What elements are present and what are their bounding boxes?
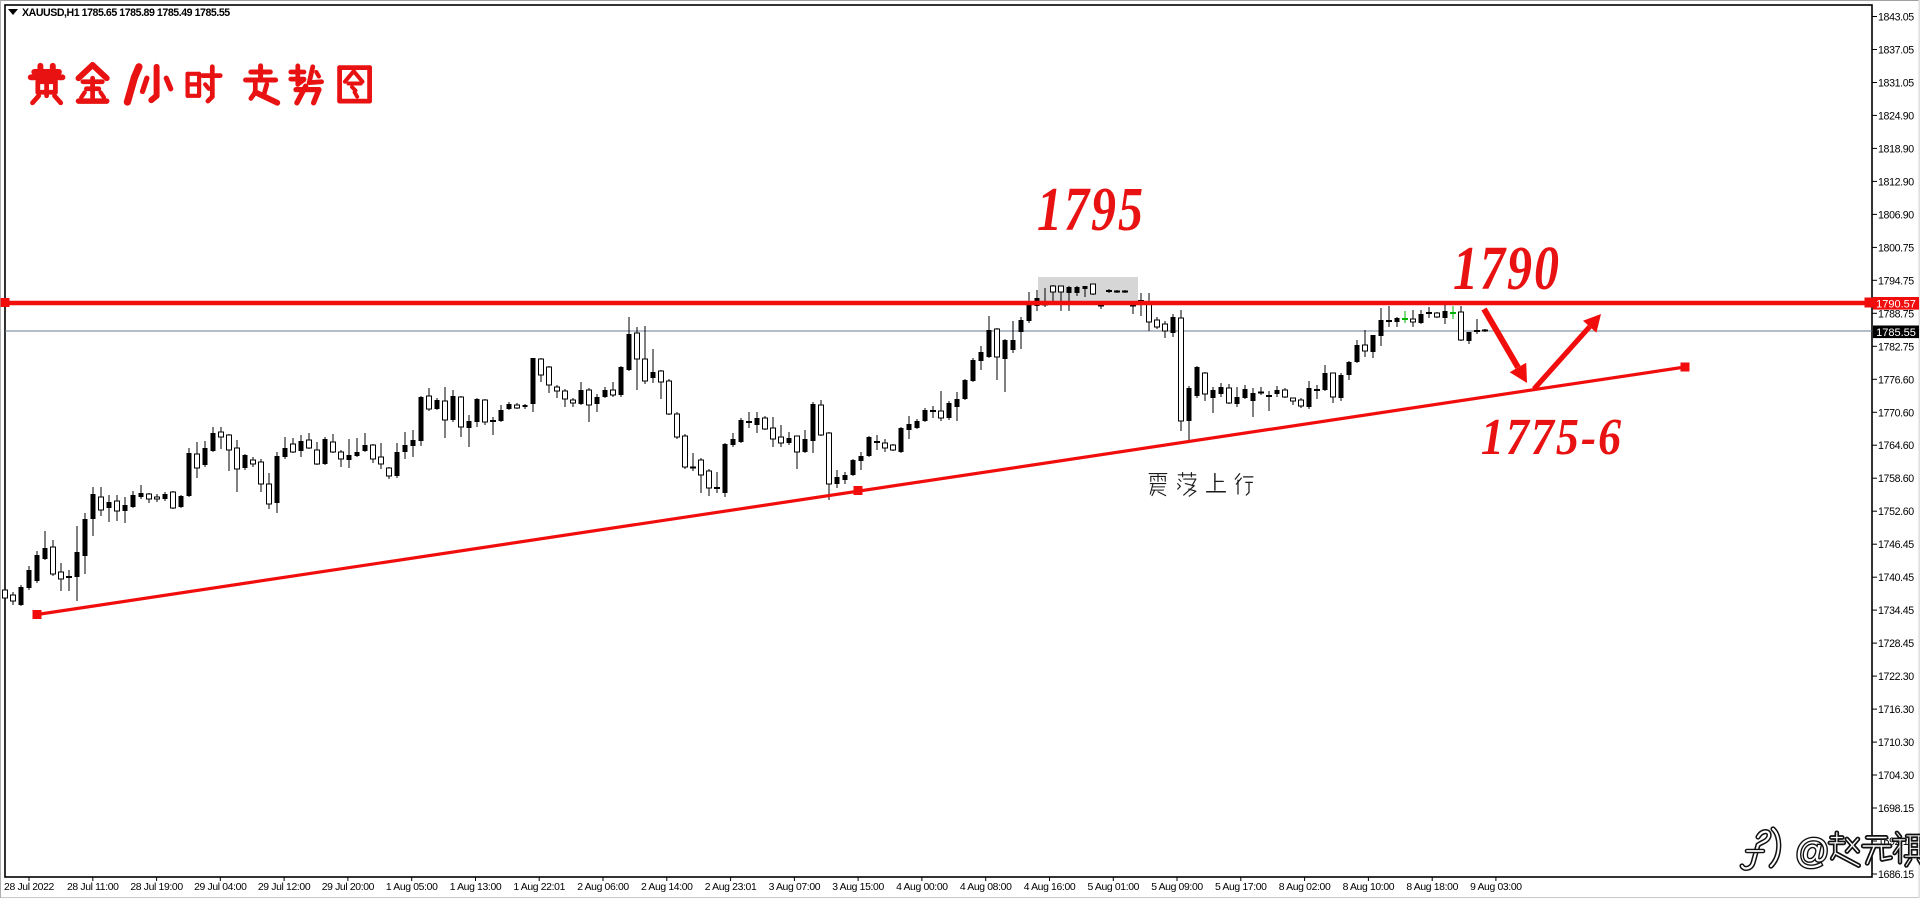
- svg-text:28 Jul 19:00: 28 Jul 19:00: [130, 882, 183, 893]
- svg-text:1785.55: 1785.55: [1876, 327, 1916, 339]
- svg-text:1716.30: 1716.30: [1878, 704, 1914, 716]
- svg-text:1788.75: 1788.75: [1878, 308, 1914, 320]
- svg-text:5 Aug 09:00: 5 Aug 09:00: [1151, 882, 1203, 893]
- svg-text:8 Aug 02:00: 8 Aug 02:00: [1279, 882, 1331, 893]
- svg-text:29 Jul 04:00: 29 Jul 04:00: [194, 882, 247, 893]
- svg-text:3 Aug 15:00: 3 Aug 15:00: [832, 882, 884, 893]
- svg-text:1831.05: 1831.05: [1878, 78, 1914, 90]
- svg-text:1 Aug 22:01: 1 Aug 22:01: [513, 882, 565, 893]
- svg-text:1764.60: 1764.60: [1878, 440, 1914, 452]
- svg-text:1776.60: 1776.60: [1878, 374, 1914, 386]
- svg-text:1752.60: 1752.60: [1878, 506, 1914, 518]
- svg-text:1 Aug 13:00: 1 Aug 13:00: [450, 882, 502, 893]
- svg-text:1740.45: 1740.45: [1878, 572, 1914, 584]
- svg-text:1782.75: 1782.75: [1878, 341, 1914, 353]
- svg-text:XAUUSD,H1 1785.65 1785.89 178: XAUUSD,H1 1785.65 1785.89 1785.49 1785.5…: [22, 7, 230, 19]
- svg-text:1770.60: 1770.60: [1878, 407, 1914, 419]
- svg-text:3 Aug 07:00: 3 Aug 07:00: [769, 882, 821, 893]
- svg-text:1794.75: 1794.75: [1878, 275, 1914, 287]
- svg-text:1758.60: 1758.60: [1878, 473, 1914, 485]
- svg-text:29 Jul 20:00: 29 Jul 20:00: [322, 882, 375, 893]
- svg-text:1746.45: 1746.45: [1878, 539, 1914, 551]
- svg-text:1704.30: 1704.30: [1878, 770, 1914, 782]
- svg-text:1818.90: 1818.90: [1878, 143, 1914, 155]
- svg-text:@: @: [1795, 833, 1830, 871]
- svg-text:5 Aug 01:00: 5 Aug 01:00: [1087, 882, 1139, 893]
- svg-text:1686.15: 1686.15: [1878, 869, 1914, 881]
- svg-text:1710.30: 1710.30: [1878, 737, 1914, 749]
- svg-text:8 Aug 18:00: 8 Aug 18:00: [1406, 882, 1458, 893]
- svg-text:28 Jul 11:00: 28 Jul 11:00: [67, 882, 119, 893]
- svg-text:2 Aug 06:00: 2 Aug 06:00: [577, 882, 629, 893]
- svg-text:1837.05: 1837.05: [1878, 45, 1914, 57]
- svg-text:4 Aug 00:00: 4 Aug 00:00: [896, 882, 948, 893]
- svg-text:4 Aug 08:00: 4 Aug 08:00: [960, 882, 1012, 893]
- svg-text:9 Aug 03:00: 9 Aug 03:00: [1470, 882, 1522, 893]
- svg-text:1790.57: 1790.57: [1876, 298, 1916, 310]
- svg-text:1 Aug 05:00: 1 Aug 05:00: [386, 882, 438, 893]
- svg-text:29 Jul 12:00: 29 Jul 12:00: [258, 882, 311, 893]
- svg-text:1800.75: 1800.75: [1878, 242, 1914, 254]
- svg-text:1728.45: 1728.45: [1878, 638, 1914, 650]
- svg-text:8 Aug 10:00: 8 Aug 10:00: [1343, 882, 1395, 893]
- svg-text:1775-6: 1775-6: [1481, 408, 1623, 466]
- svg-text:4 Aug 16:00: 4 Aug 16:00: [1024, 882, 1076, 893]
- svg-text:1824.90: 1824.90: [1878, 110, 1914, 122]
- svg-text:1806.90: 1806.90: [1878, 209, 1914, 221]
- svg-text:1698.15: 1698.15: [1878, 803, 1914, 815]
- svg-text:1734.45: 1734.45: [1878, 605, 1914, 617]
- svg-text:1790: 1790: [1453, 235, 1561, 303]
- svg-text:2 Aug 14:00: 2 Aug 14:00: [641, 882, 693, 893]
- svg-text:1812.90: 1812.90: [1878, 176, 1914, 188]
- svg-text:1722.30: 1722.30: [1878, 671, 1914, 683]
- svg-text:28 Jul 2022: 28 Jul 2022: [4, 882, 54, 893]
- svg-text:1843.05: 1843.05: [1878, 12, 1914, 24]
- svg-text:1795: 1795: [1037, 176, 1145, 244]
- svg-text:2 Aug 23:01: 2 Aug 23:01: [705, 882, 757, 893]
- svg-text:5 Aug 17:00: 5 Aug 17:00: [1215, 882, 1267, 893]
